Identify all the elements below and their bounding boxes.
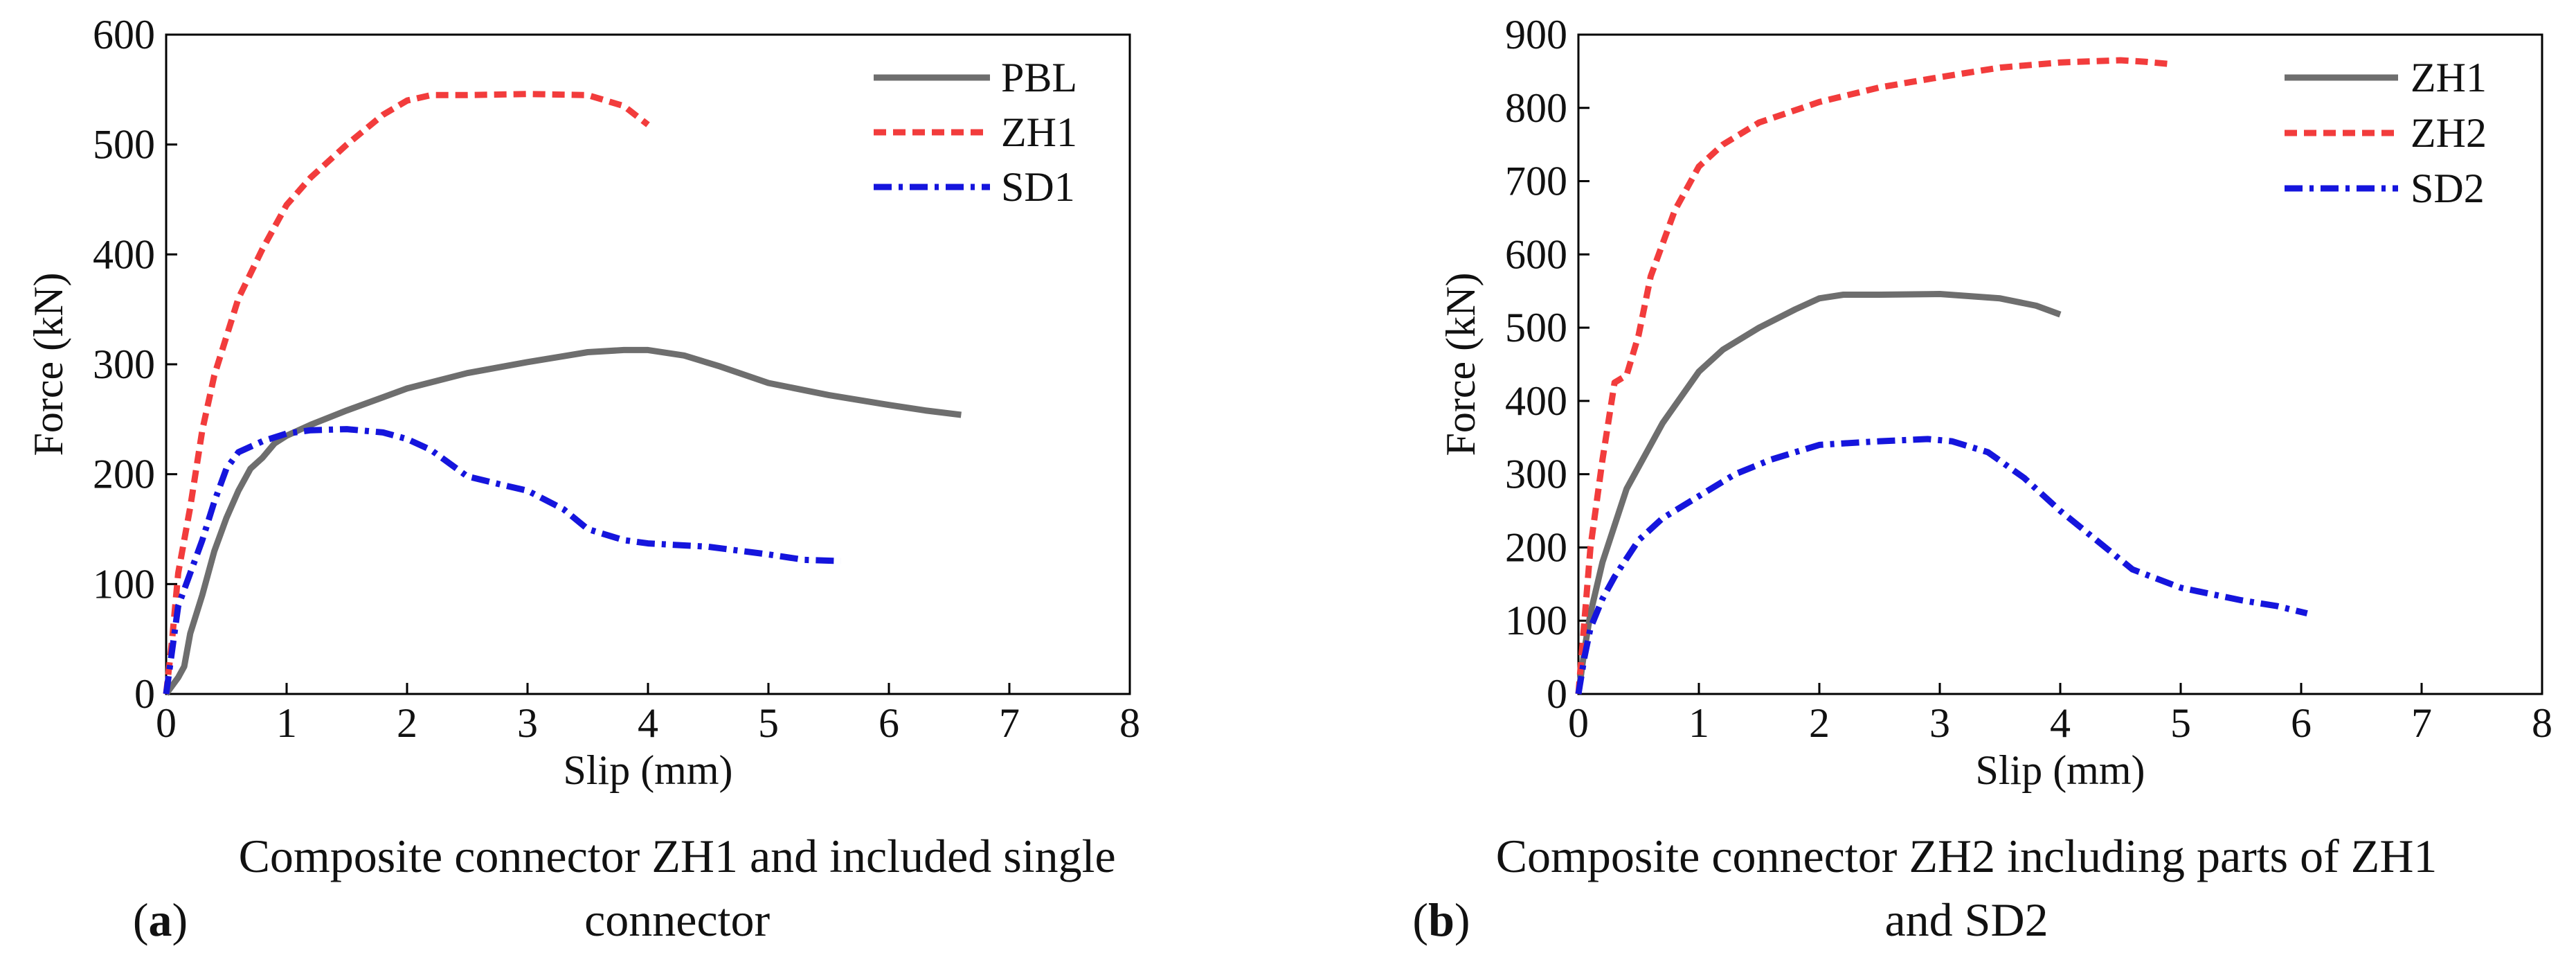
series-line-zh1 xyxy=(1575,291,2062,695)
legend-label-zh2: ZH2 xyxy=(2411,110,2487,156)
y-tick-label: 300 xyxy=(1505,452,1567,497)
y-tick-label: 500 xyxy=(1505,305,1567,350)
y-tick-label: 100 xyxy=(93,561,155,607)
x-axis-label: Slip (mm) xyxy=(563,747,732,793)
y-tick-label: 400 xyxy=(93,231,155,277)
x-tick-label: 0 xyxy=(156,700,177,746)
x-tick-label: 1 xyxy=(276,700,297,746)
series-line-zh1 xyxy=(163,91,650,695)
x-tick-label: 6 xyxy=(2291,700,2312,746)
x-tick-label: 5 xyxy=(758,700,779,746)
y-tick-label: 200 xyxy=(1505,524,1567,570)
plot-frame xyxy=(1577,33,2543,695)
y-tick-label: 0 xyxy=(1547,671,1567,717)
x-tick-label: 0 xyxy=(1568,700,1589,746)
caption-a-letter: a xyxy=(148,893,172,946)
x-tick-label: 4 xyxy=(638,700,658,746)
x-tick-label: 8 xyxy=(2532,700,2552,746)
y-tick-label: 200 xyxy=(93,452,155,497)
y-tick-label: 700 xyxy=(1505,159,1567,204)
series-line-sd1 xyxy=(163,426,841,695)
y-tick-label: 100 xyxy=(1505,598,1567,643)
x-tick-label: 2 xyxy=(397,700,417,746)
x-tick-label: 3 xyxy=(1929,700,1950,746)
chart-panel-b: 0 1 2 3 4 5 6 7 8 0 100 200 300 400 500 600 700 800 900 Sli… xyxy=(1288,0,2576,971)
plot-frame xyxy=(165,33,1131,695)
series-line-zh2 xyxy=(1575,57,2170,695)
legend-label-pbl: PBL xyxy=(1001,55,1077,100)
series-line-pbl xyxy=(163,346,962,696)
x-tick-label: 5 xyxy=(2170,700,2191,746)
x-axis-label: Slip (mm) xyxy=(1975,747,2145,793)
y-tick-label: 500 xyxy=(93,122,155,168)
y-tick-label: 800 xyxy=(1505,85,1567,131)
series-line-sd2 xyxy=(1575,436,2308,695)
legend-label-sd1: SD1 xyxy=(1001,164,1075,210)
caption-b-text: Composite connector ZH2 including parts … xyxy=(1495,830,2438,946)
y-tick-label: 900 xyxy=(1505,12,1567,57)
caption-b-letter: b xyxy=(1428,893,1454,946)
y-tick-label: 400 xyxy=(1505,378,1567,424)
legend-label-zh1: ZH1 xyxy=(2411,55,2487,100)
y-tick-label: 0 xyxy=(134,671,155,717)
legend-label-zh1: ZH1 xyxy=(1001,109,1077,155)
y-axis-label: Force (kN) xyxy=(1438,273,1484,456)
x-tick-label: 8 xyxy=(1119,700,1140,746)
x-tick-label: 2 xyxy=(1809,700,1830,746)
x-tick-label: 3 xyxy=(517,700,538,746)
caption-a: (a) Composite connector ZH1 and included… xyxy=(0,824,1288,952)
x-tick-label: 1 xyxy=(1688,700,1709,746)
chart-panel-a: 0 1 2 3 4 5 6 7 8 0 100 200 300 400 500 600 Slip (mm) For… xyxy=(0,12,1288,952)
legend-label-sd2: SD2 xyxy=(2411,166,2485,211)
y-axis-label: Force (kN) xyxy=(26,273,71,456)
chart-a: 0 1 2 3 4 5 6 7 8 0 100 200 300 400 500 600 Slip (mm) For… xyxy=(26,12,1140,793)
y-tick-label: 600 xyxy=(93,12,155,57)
caption-a-text: Composite connector ZH1 and included sin… xyxy=(238,830,1116,946)
y-tick-label: 300 xyxy=(93,341,155,387)
y-tick-label: 600 xyxy=(1505,231,1567,277)
x-tick-label: 4 xyxy=(2050,700,2071,746)
x-tick-label: 7 xyxy=(999,700,1020,746)
x-tick-label: 6 xyxy=(879,700,899,746)
caption-b: (b) Composite connector ZH2 including pa… xyxy=(1288,824,2576,952)
x-tick-label: 7 xyxy=(2411,700,2432,746)
chart-b: 0 1 2 3 4 5 6 7 8 0 100 200 300 400 500 600 700 800 900 Sli… xyxy=(1438,12,2552,793)
